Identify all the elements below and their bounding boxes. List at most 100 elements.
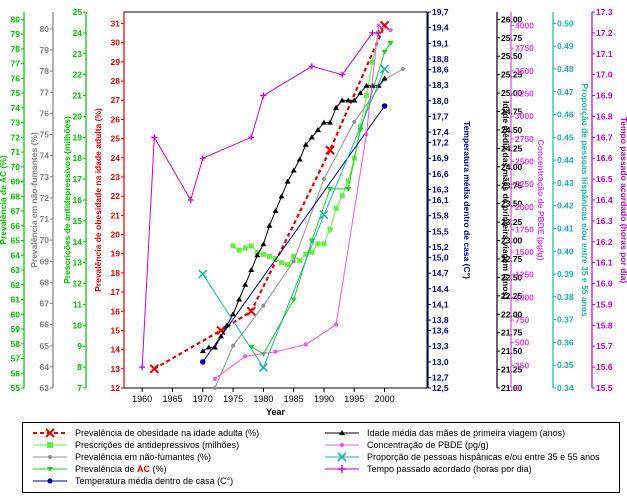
data-point-antidep: [266, 253, 272, 259]
y-tick-label-sleep: 15.7: [596, 341, 613, 351]
y-tick-label-hisp: 0.47: [557, 87, 574, 97]
y-tick-label-ac: 70: [11, 162, 21, 172]
y-tick-label-pbde: 2500: [515, 156, 534, 166]
y-tick-label-nonsmokers: 73: [40, 172, 50, 182]
data-point-pbde: [212, 376, 217, 381]
data-point-age: [369, 82, 376, 88]
legend-label-ac: Prevalência de AC (%): [75, 464, 167, 474]
y-tick-label-hisp: 0.42: [557, 201, 574, 211]
y-tick-label-nonsmokers: 69: [40, 256, 50, 266]
legend-item-temp: Temperatura média dentro de casa (C°): [31, 475, 233, 487]
data-point-antidep: [248, 243, 254, 249]
y-tick-label-ac: 71: [11, 147, 21, 157]
y-tick-label-temp: 18,0: [432, 96, 449, 106]
y-tick-label-obesity: 18: [111, 268, 121, 278]
y-tick-label-obesity: 12: [111, 383, 121, 393]
y-tick-label-pbde: 1750: [515, 224, 534, 234]
x-tick-label: 1985: [284, 394, 304, 404]
y-tick-label-pbde: 4000: [515, 21, 534, 31]
data-point-antidep: [236, 247, 242, 253]
y-tick-label-obesity: 15: [111, 325, 121, 335]
y-tick-label-nonsmokers: 66: [40, 320, 50, 330]
y-tick-label-age: 21.25: [501, 365, 523, 375]
legend-label-hisp: Proporção de pessoas hispânicas e/ou ent…: [367, 452, 600, 462]
y-tick-label-ac: 68: [11, 191, 21, 201]
data-point-nonsmokers: [261, 303, 266, 308]
legend-swatch-ac: [33, 467, 67, 472]
data-point-age: [339, 97, 346, 103]
data-point-age: [314, 126, 321, 132]
y-tick-label-ac: 77: [11, 59, 21, 69]
y-tick-label-antidep: 9: [77, 341, 82, 351]
y-tick-label-obesity: 25: [111, 134, 121, 144]
y-tick-label-age: 25.25: [501, 70, 523, 80]
y-tick-label-sleep: 17.3: [596, 7, 613, 17]
legend-swatch-sleep: [325, 465, 359, 473]
x-tick-label: 2000: [375, 394, 395, 404]
y-axis-title-sleep: Tempo passado acordado (horas por dia): [619, 117, 627, 284]
legend-item-hisp: Proporção de pessoas hispânicas e/ou ent…: [323, 451, 600, 463]
data-point-age: [284, 178, 291, 184]
legend-swatch-obesity: [33, 428, 67, 438]
x-tick-label: 1990: [314, 394, 334, 404]
data-point-age: [351, 97, 358, 103]
y-tick-label-pbde: 750: [515, 315, 529, 325]
legend-label-ac-after: (%): [150, 464, 167, 474]
y-tick-label-hisp: 0.44: [557, 155, 574, 165]
y-tick-label-age: 23.50: [501, 199, 523, 209]
y-tick-label-temp: 17,7: [432, 111, 449, 121]
y-axis-title-temp: Temperatura média dentro de casa (C°): [462, 121, 472, 279]
y-tick-label-sleep: 15.8: [596, 320, 613, 330]
y-tick-label-sleep: 16.5: [596, 174, 613, 184]
y-tick-label-sleep: 16.1: [596, 258, 613, 268]
y-tick-label-pbde: 500: [515, 338, 529, 348]
data-point-hisp: [198, 269, 208, 279]
y-tick-label-antidep: 17: [73, 174, 83, 184]
y-tick-label-nonsmokers: 64: [40, 362, 50, 372]
data-point-sleep: [139, 364, 146, 371]
y-tick-label-age: 21.75: [501, 328, 523, 338]
y-tick-label-nonsmokers: 68: [40, 277, 50, 287]
y-tick-label-hisp: 0.37: [557, 315, 574, 325]
legend-swatch-antidep: [33, 442, 67, 448]
data-point-hisp: [258, 362, 268, 373]
data-point-age: [327, 119, 334, 125]
y-tick-label-pbde: 2750: [515, 134, 534, 144]
y-tick-label-sleep: 16.6: [596, 153, 613, 163]
y-tick-label-sleep: 17.2: [596, 28, 613, 38]
y-tick-label-hisp: 0.36: [557, 337, 574, 347]
y-tick-label-pbde: 0: [515, 383, 520, 393]
legend-label-antidep: Prescrições de antidepressivos (milhões): [75, 440, 240, 450]
y-tick-label-antidep: 19: [73, 132, 83, 142]
legend-item-ac: Prevalência de AC (%): [31, 463, 167, 475]
data-point-pbde: [243, 354, 248, 359]
y-tick-label-antidep: 18: [73, 153, 83, 163]
y-tick-label-pbde: 2250: [515, 179, 534, 189]
y-tick-label-temp: 13,3: [432, 341, 449, 351]
data-point-pbde: [273, 349, 278, 354]
legend-swatch-pbde: [325, 443, 359, 447]
y-tick-label-obesity: 31: [111, 19, 121, 29]
data-point-age: [272, 208, 279, 214]
y-tick-label-sleep: 17.0: [596, 70, 613, 80]
y-tick-label-hisp: 0.40: [557, 246, 574, 256]
y-tick-label-temp: 16,1: [432, 195, 449, 205]
x-tick-label: 1995: [344, 394, 364, 404]
y-axis-title-hisp: Proporção de pessoas hispânicas e/ou ent…: [580, 83, 590, 317]
data-point-age: [308, 134, 315, 140]
data-point-ac: [327, 186, 334, 192]
y-axis-title-age: Idade média das mães de primeira viagem …: [501, 101, 511, 299]
data-point-antidep: [345, 178, 351, 184]
y-tick-label-obesity: 20: [111, 230, 121, 240]
y-tick-label-nonsmokers: 78: [40, 66, 50, 76]
data-point-age: [302, 141, 309, 147]
y-tick-label-ac: 55: [11, 383, 21, 393]
data-point-ac: [308, 238, 315, 244]
y-tick-label-hisp: 0.48: [557, 64, 574, 74]
y-tick-label-ac: 76: [11, 73, 21, 83]
y-tick-label-antidep: 12: [73, 279, 83, 289]
data-point-antidep: [309, 249, 315, 255]
y-tick-label-nonsmokers: 70: [40, 235, 50, 245]
data-point-age: [224, 322, 231, 328]
y-tick-label-sleep: 15.6: [596, 362, 613, 372]
